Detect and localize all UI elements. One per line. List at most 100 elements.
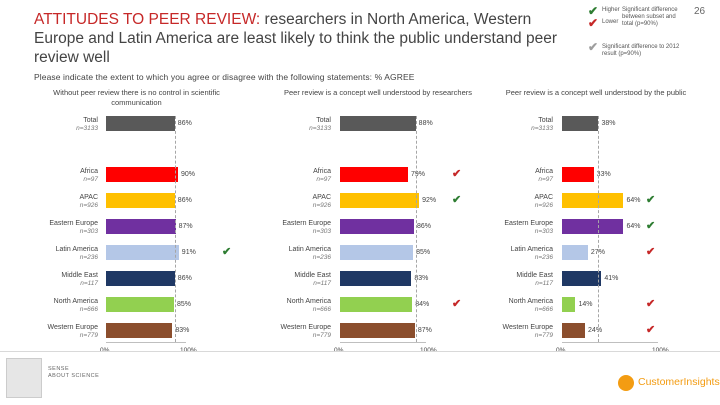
- bar-value-label: 87%: [417, 327, 432, 334]
- x-axis-tick-label: 100%: [420, 347, 437, 354]
- significance-higher-tick-icon: ✔: [646, 220, 656, 232]
- page-title: ATTITUDES TO PEER REVIEW: researchers in…: [34, 10, 564, 67]
- row-sample-size: n=236: [79, 254, 98, 261]
- legend-lower-tick-icon: ✔: [588, 16, 599, 30]
- bar-value-label: 64%: [626, 197, 641, 204]
- row-label: Middle East: [61, 272, 98, 279]
- bar-africa: [340, 167, 408, 182]
- row-sample-size: n=3133: [531, 125, 553, 132]
- bar-value-label: 83%: [175, 327, 190, 334]
- bar-value-label: 84%: [415, 301, 430, 308]
- legend-sig-2012-line1: Significant difference to 2012: [602, 44, 680, 50]
- bar-western-europe: [562, 323, 586, 338]
- chart-title: Peer review is a concept well understood…: [283, 88, 472, 97]
- elsevier-logo: [6, 358, 42, 398]
- bar-eastern-europe: [562, 219, 624, 234]
- row-label: Middle East: [294, 272, 331, 279]
- row-sample-size: n=117: [313, 280, 331, 287]
- row-sample-size: n=666: [79, 306, 98, 313]
- legend-higher-label: Higher: [602, 7, 620, 13]
- significance-higher-tick-icon: ✔: [646, 194, 656, 206]
- bar-apac: [562, 193, 624, 208]
- bar-value-label: 79%: [410, 171, 425, 178]
- row-sample-size: n=779: [79, 332, 98, 339]
- customer-insights-brand: CustomerInsights: [638, 376, 720, 388]
- significance-lower-tick-icon: ✔: [646, 324, 656, 336]
- row-sample-size: n=97: [538, 176, 553, 183]
- x-axis-tick-label: 100%: [180, 347, 197, 354]
- row-label: Eastern Europe: [504, 220, 553, 227]
- row-label: Western Europe: [280, 324, 331, 331]
- row-label: APAC: [534, 194, 553, 201]
- page-number: 26: [694, 6, 706, 17]
- x-axis-tick-label: 0%: [556, 347, 565, 354]
- bar-apac: [340, 193, 420, 208]
- bar-eastern-europe: [340, 219, 414, 234]
- bar-middle-east: [106, 271, 175, 286]
- bar-value-label: 86%: [177, 120, 192, 127]
- row-sample-size: n=117: [80, 280, 98, 287]
- row-sample-size: n=236: [312, 254, 331, 261]
- legend-higher-tick-icon: ✔: [588, 4, 599, 18]
- row-label: Africa: [313, 168, 331, 175]
- row-label: North America: [508, 298, 553, 305]
- bar-value-label: 90%: [181, 171, 196, 178]
- row-label: Latin America: [288, 246, 331, 253]
- row-sample-size: n=97: [316, 176, 331, 183]
- bar-apac: [106, 193, 175, 208]
- bar-value-label: 92%: [422, 197, 437, 204]
- row-label: Latin America: [510, 246, 553, 253]
- bar-value-label: 86%: [177, 275, 192, 282]
- bar-total: [106, 116, 175, 131]
- chart-title: Without peer review there is no control …: [53, 88, 220, 107]
- row-label: Total: [83, 117, 98, 124]
- row-label: Eastern Europe: [49, 220, 98, 227]
- row-label: Latin America: [55, 246, 98, 253]
- title-highlight: ATTITUDES TO PEER REVIEW:: [34, 11, 261, 28]
- row-label: North America: [53, 298, 98, 305]
- bar-value-label: 27%: [590, 249, 605, 256]
- row-sample-size: n=926: [312, 202, 331, 209]
- bar-latin-america: [562, 245, 588, 260]
- legend-sig-total-line3: total (p=90%): [622, 21, 658, 27]
- row-label: Western Europe: [47, 324, 98, 331]
- significance-higher-tick-icon: ✔: [452, 194, 462, 206]
- legend-lower-label: Lower: [602, 19, 619, 25]
- bar-value-label: 24%: [588, 327, 603, 334]
- row-label: North America: [286, 298, 331, 305]
- row-label: Western Europe: [502, 324, 553, 331]
- legend-sig-total-line1: Significant difference: [622, 7, 678, 13]
- legend-sig-2012-line2: result (p=90%): [602, 51, 642, 57]
- row-sample-size: n=666: [312, 306, 331, 313]
- significance-lower-tick-icon: ✔: [452, 168, 462, 180]
- x-axis-line: [106, 342, 186, 343]
- bar-eastern-europe: [106, 219, 176, 234]
- bar-value-label: 87%: [178, 223, 193, 230]
- bar-value-label: 64%: [626, 223, 641, 230]
- legend-2012-tick-icon: ✔: [588, 40, 599, 54]
- bar-value-label: 14%: [578, 301, 593, 308]
- row-label: Africa: [535, 168, 553, 175]
- row-sample-size: n=3133: [76, 125, 98, 132]
- row-sample-size: n=303: [534, 228, 553, 235]
- row-sample-size: n=97: [83, 176, 98, 183]
- bar-total: [562, 116, 599, 131]
- question-text: Please indicate the extent to which you …: [34, 72, 415, 82]
- customer-insights-logo-icon: [618, 375, 634, 391]
- row-sample-size: n=666: [534, 306, 553, 313]
- row-sample-size: n=236: [534, 254, 553, 261]
- bar-latin-america: [106, 245, 179, 260]
- footer-rule: [0, 351, 720, 352]
- bar-western-europe: [106, 323, 173, 338]
- bar-value-label: 86%: [416, 223, 431, 230]
- row-sample-size: n=303: [79, 228, 98, 235]
- bar-value-label: 91%: [181, 249, 196, 256]
- x-axis-line: [340, 342, 426, 343]
- bar-middle-east: [340, 271, 412, 286]
- significance-lower-tick-icon: ✔: [646, 298, 656, 310]
- legend-sig-total-line2: between subset and: [622, 14, 676, 20]
- row-label: Total: [316, 117, 331, 124]
- significance-lower-tick-icon: ✔: [452, 298, 462, 310]
- row-sample-size: n=303: [312, 228, 331, 235]
- bar-value-label: 33%: [596, 171, 611, 178]
